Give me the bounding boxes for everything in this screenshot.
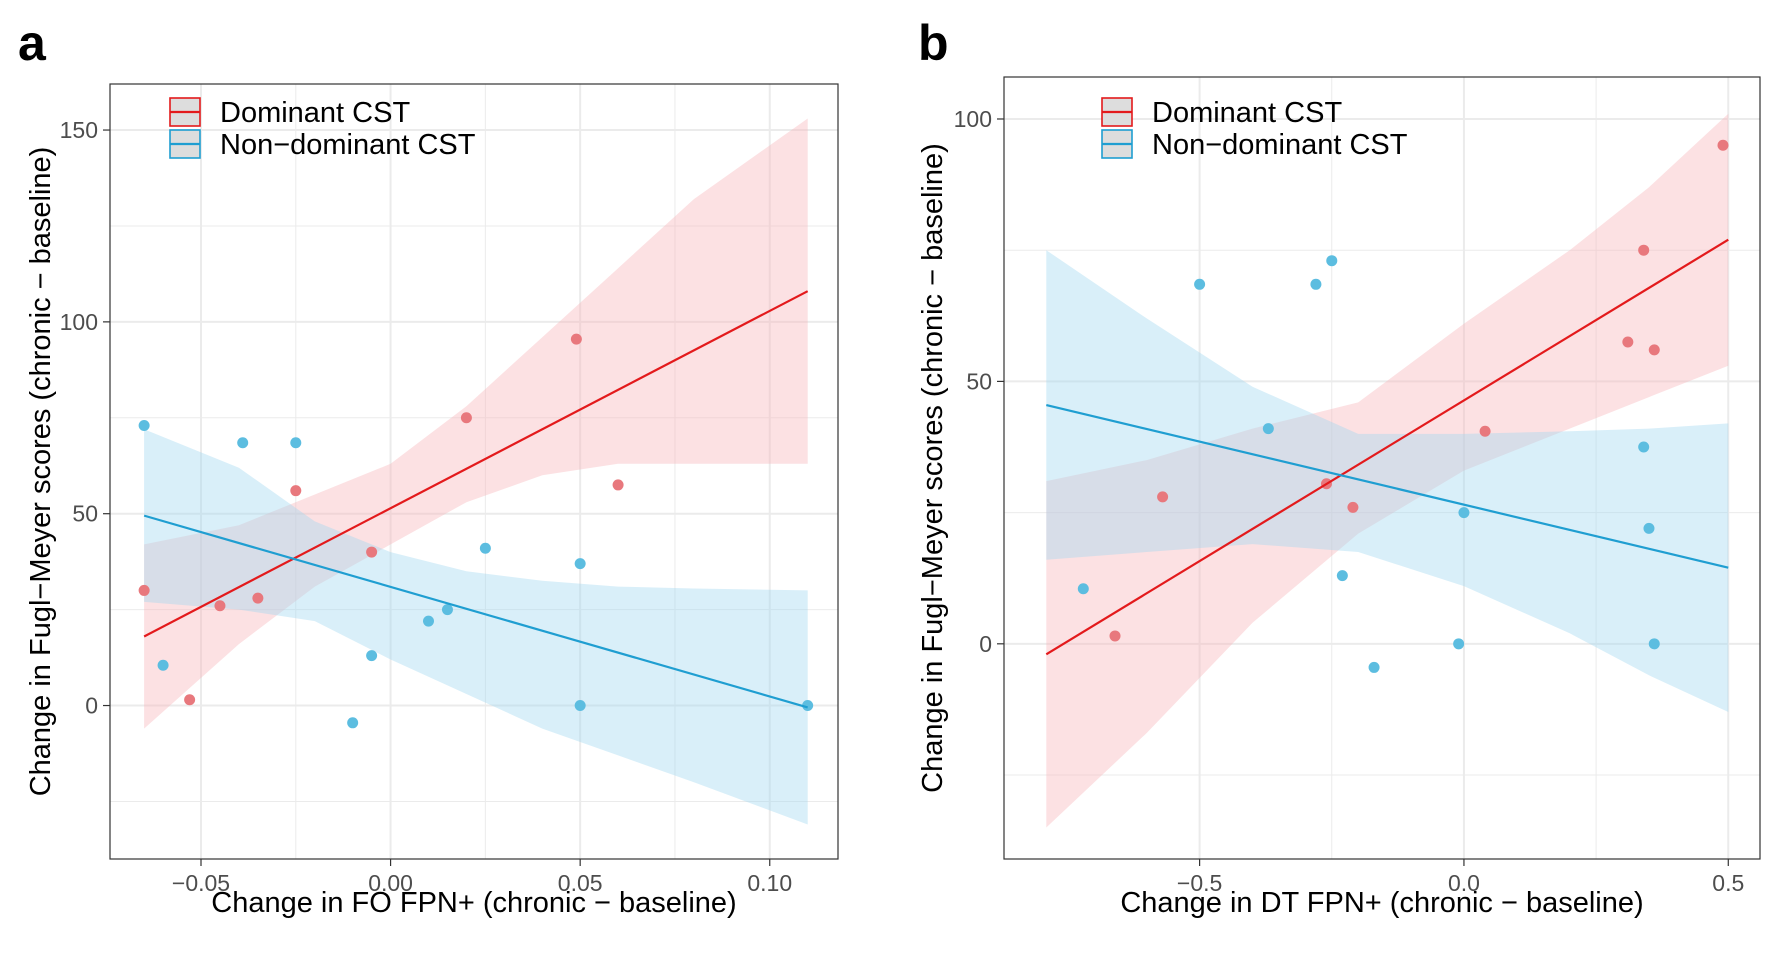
confidence-band-nondominant [144, 429, 808, 825]
y-tick-label: 0 [979, 631, 992, 657]
confidence-band-nondominant [1046, 250, 1729, 712]
data-point-nondominant [138, 419, 150, 431]
x-tick-label: −0.5 [1177, 870, 1222, 896]
legend-label: Dominant CST [1152, 97, 1342, 129]
data-point-dominant [1109, 630, 1121, 642]
data-point-dominant [570, 333, 582, 345]
y-axis-label: Change in Fugl−Meyer scores (chronic − b… [917, 143, 949, 793]
panel-a: −0.05 0.00 0.05 0.10 0 50 100 150 Change in FO F… [18, 15, 839, 919]
panel-b: −0.5 0.0 0.5 0 50 100 Change in DT FPN+ (chron… [917, 15, 1761, 919]
data-point-nondominant [574, 700, 586, 712]
data-point-dominant [214, 600, 226, 612]
data-point-dominant [1638, 244, 1650, 256]
x-tick-label: 0.05 [558, 870, 603, 896]
data-point-dominant [1622, 336, 1634, 348]
confidence-band-dominant [1046, 113, 1729, 828]
fit-line-dominant [1045, 238, 1729, 656]
y-tick-label: 100 [954, 106, 992, 132]
x-tick-label: 0.00 [368, 870, 413, 896]
data-point-dominant [1479, 425, 1491, 437]
plot-border [109, 83, 839, 860]
data-point-dominant [612, 479, 624, 491]
y-tick-label: 100 [60, 309, 98, 335]
panel-label: b [918, 15, 949, 71]
data-point-nondominant [423, 615, 434, 627]
data-point-nondominant [802, 700, 814, 712]
x-tick-label: 0.10 [747, 870, 792, 896]
data-point-nondominant [441, 604, 453, 616]
data-point-nondominant [1453, 638, 1465, 650]
data-point-nondominant [157, 659, 169, 671]
data-point-nondominant [1326, 255, 1338, 267]
panel-label: a [18, 15, 47, 71]
data-point-dominant [366, 546, 378, 558]
data-point-nondominant [574, 558, 586, 570]
data-point-dominant [184, 694, 196, 706]
data-point-nondominant [366, 650, 378, 662]
x-axis-label: Change in DT FPN+ (chronic − baseline) [1120, 887, 1643, 919]
data-point-nondominant [1458, 507, 1470, 519]
data-point-nondominant [1262, 423, 1274, 435]
y-tick-label: 50 [72, 501, 98, 527]
fit-line-nondominant [1046, 403, 1729, 569]
data-point-nondominant [1648, 638, 1660, 650]
data-point-nondominant [1077, 583, 1089, 595]
data-point-dominant [1648, 344, 1660, 356]
data-point-nondominant [1336, 570, 1348, 582]
x-axis-label: Change in FO FPN+ (chronic − baseline) [211, 887, 736, 919]
data-point-nondominant [1638, 441, 1650, 453]
fit-line-nondominant [143, 514, 808, 709]
data-point-dominant [1347, 501, 1359, 513]
data-point-dominant [1717, 139, 1729, 151]
y-tick-label: 50 [966, 368, 992, 394]
data-point-nondominant [237, 437, 249, 449]
data-point-dominant [290, 485, 302, 497]
x-tick-label: 0.5 [1712, 870, 1744, 896]
confidence-band-dominant [144, 118, 808, 729]
plot-background [1004, 77, 1760, 859]
legend-label: Non−dominant CST [220, 129, 476, 161]
data-point-dominant [1157, 491, 1169, 503]
data-point-nondominant [1368, 661, 1380, 673]
data-point-dominant [252, 592, 264, 604]
data-point-nondominant [1194, 278, 1206, 290]
x-tick-label: 0.0 [1448, 870, 1480, 896]
plot-border [1003, 76, 1761, 860]
fit-line-dominant [143, 290, 809, 638]
data-point-dominant [460, 412, 472, 424]
y-tick-label: 0 [85, 693, 98, 719]
data-point-dominant [138, 584, 150, 596]
x-tick-label: −0.05 [172, 870, 230, 896]
data-point-nondominant [479, 542, 491, 554]
data-point-nondominant [290, 437, 302, 449]
data-point-nondominant [1310, 278, 1322, 290]
data-point-nondominant [347, 717, 359, 729]
y-tick-label: 150 [60, 117, 98, 143]
y-axis-label: Change in Fugl−Meyer scores (chronic − b… [25, 147, 57, 797]
data-point-nondominant [1643, 522, 1655, 534]
plot-background [110, 84, 838, 859]
legend-label: Non−dominant CST [1152, 129, 1408, 161]
legend-label: Dominant CST [220, 97, 410, 129]
